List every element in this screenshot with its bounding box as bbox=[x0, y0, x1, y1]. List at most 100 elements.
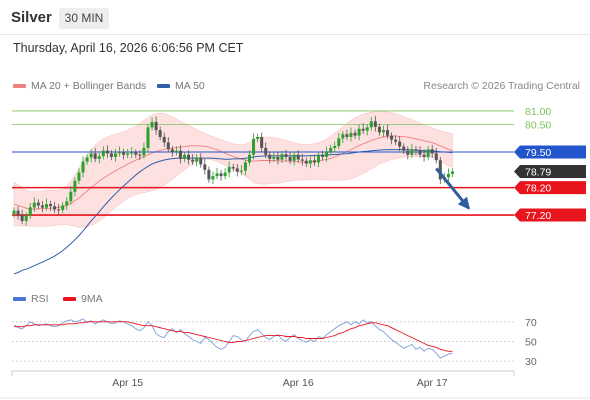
level-label: 78.20 bbox=[525, 182, 551, 194]
candle-bear bbox=[422, 154, 426, 157]
rsi-tick-label: 30 bbox=[525, 356, 537, 368]
candle-bull bbox=[81, 161, 85, 173]
candle-bear bbox=[398, 141, 402, 147]
symbol-title: Silver bbox=[11, 9, 52, 26]
candle-bear bbox=[418, 150, 422, 155]
candle-bear bbox=[178, 150, 182, 159]
candle-bear bbox=[312, 160, 316, 163]
candle-bull bbox=[126, 153, 130, 155]
candle-bear bbox=[390, 135, 394, 140]
candle-bull bbox=[211, 176, 215, 180]
candle-bull bbox=[130, 152, 134, 154]
candle-bull bbox=[227, 167, 231, 173]
level-label-box bbox=[514, 145, 586, 159]
candle-bear bbox=[53, 206, 57, 210]
candle-bull bbox=[365, 127, 369, 131]
level-label: 80.50 bbox=[525, 119, 551, 131]
candle-bull bbox=[142, 147, 146, 156]
timestamp: Thursday, April 16, 2026 6:06:56 PM CET bbox=[13, 41, 244, 55]
candle-bear bbox=[187, 154, 191, 160]
legend-9ma-label: 9MA bbox=[81, 293, 103, 305]
header-divider bbox=[0, 34, 590, 35]
candle-bull bbox=[150, 121, 154, 128]
candle-bear bbox=[109, 153, 113, 157]
candle-bear bbox=[402, 146, 406, 151]
level-label: 81.00 bbox=[525, 106, 551, 118]
candle-bear bbox=[414, 149, 418, 151]
9ma-swatch bbox=[63, 297, 76, 302]
candle-bull bbox=[410, 149, 414, 155]
candle-bull bbox=[85, 157, 89, 162]
candle-bear bbox=[361, 128, 365, 131]
candle-bull bbox=[146, 127, 150, 148]
candle-bear bbox=[162, 136, 166, 143]
ma50-line bbox=[13, 149, 453, 275]
candle-bear bbox=[296, 154, 300, 160]
candle-bull bbox=[357, 128, 361, 136]
legend-ma20-label: MA 20 + Bollinger Bands bbox=[31, 80, 147, 92]
candle-bull bbox=[12, 210, 16, 214]
candle-bull bbox=[239, 170, 243, 172]
candle-bull bbox=[44, 204, 48, 208]
candle-bull bbox=[341, 134, 345, 139]
candle-bear bbox=[170, 149, 174, 153]
candle-bull bbox=[32, 202, 36, 208]
candle-bear bbox=[20, 215, 24, 222]
legend-rsi-label: RSI bbox=[31, 293, 49, 305]
candle-bear bbox=[434, 153, 438, 161]
candle-bull bbox=[114, 153, 117, 157]
candle-bull bbox=[215, 173, 219, 177]
rsi-tick-label: 50 bbox=[525, 336, 537, 348]
candle-bear bbox=[219, 173, 223, 177]
legend-rsi: RSI bbox=[13, 293, 49, 305]
candle-bull bbox=[69, 191, 73, 202]
candle-bear bbox=[166, 142, 170, 150]
candle-bull bbox=[195, 157, 199, 162]
candle-bull bbox=[24, 215, 28, 222]
candle-bear bbox=[207, 169, 211, 180]
candle-bull bbox=[118, 152, 122, 154]
candle-bull bbox=[183, 154, 187, 159]
candle-bear bbox=[304, 160, 308, 164]
ma20-line bbox=[13, 135, 453, 210]
x-tick-label: Apr 15 bbox=[112, 377, 143, 389]
candle-bull bbox=[252, 138, 256, 155]
candle-bull bbox=[426, 149, 430, 157]
level-label-box bbox=[514, 181, 586, 195]
candle-bear bbox=[268, 154, 272, 159]
candle-bear bbox=[122, 152, 126, 155]
candle-bear bbox=[134, 152, 138, 155]
candle-bear bbox=[199, 157, 203, 165]
level-label: 77.20 bbox=[525, 210, 551, 222]
candle-bull bbox=[446, 173, 450, 178]
candle-bear bbox=[264, 147, 268, 155]
candle-bear bbox=[158, 130, 162, 137]
candle-bear bbox=[438, 160, 442, 180]
candle-bear bbox=[49, 204, 53, 207]
candle-bull bbox=[101, 150, 105, 157]
legend-ma50: MA 50 bbox=[157, 80, 205, 92]
candle-bull bbox=[308, 160, 312, 164]
candle-bear bbox=[394, 139, 398, 142]
timeframe-badge[interactable]: 30 MIN bbox=[59, 8, 109, 29]
rsi-line bbox=[13, 318, 453, 359]
candle-bear bbox=[93, 153, 97, 159]
candle-bull bbox=[73, 180, 77, 192]
legend-ma50-label: MA 50 bbox=[175, 80, 205, 92]
candle-bull bbox=[61, 205, 65, 211]
candle-bear bbox=[406, 150, 410, 155]
candle-bear bbox=[105, 150, 109, 154]
candle-bear bbox=[373, 121, 377, 127]
candle-bear bbox=[16, 210, 20, 216]
candle-bull bbox=[337, 138, 341, 147]
candle-bull bbox=[247, 154, 251, 163]
candle-bull bbox=[381, 130, 385, 133]
candle-bear bbox=[138, 154, 142, 156]
forecast-arrowhead bbox=[457, 196, 470, 210]
legend-ma20: MA 20 + Bollinger Bands bbox=[13, 80, 146, 92]
candle-bull bbox=[272, 156, 276, 159]
candle-bull bbox=[97, 156, 101, 159]
candle-bear bbox=[57, 209, 61, 211]
candle-bull bbox=[89, 153, 93, 158]
